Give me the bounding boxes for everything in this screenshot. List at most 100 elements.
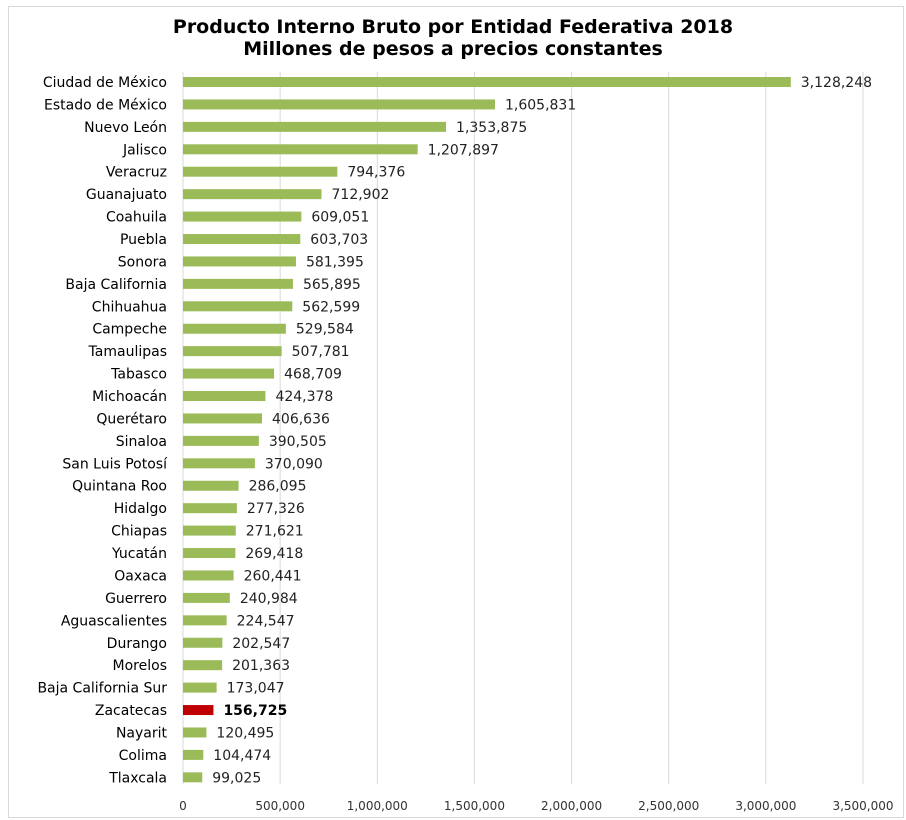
value-label: 406,636 <box>272 411 330 427</box>
bar <box>183 234 301 245</box>
category-label: Nuevo León <box>84 120 167 136</box>
x-tick-label: 0 <box>179 799 187 813</box>
value-label: 286,095 <box>249 479 307 495</box>
value-label: 529,584 <box>296 322 354 338</box>
category-label: Morelos <box>113 658 167 674</box>
category-label: Campeche <box>92 322 167 338</box>
x-tick-label: 500,000 <box>255 799 305 813</box>
category-label: Yucatán <box>111 546 167 562</box>
value-label: 712,902 <box>332 187 390 203</box>
bar <box>183 189 322 200</box>
category-label: Estado de México <box>44 97 167 113</box>
category-label: San Luis Potosí <box>62 456 168 472</box>
value-label: 370,090 <box>265 456 323 472</box>
category-label: Durango <box>107 636 167 652</box>
category-label: Michoacán <box>92 389 167 405</box>
bar <box>183 682 217 693</box>
chart-frame <box>8 6 904 818</box>
category-label: Chihuahua <box>92 299 167 315</box>
category-labels: Ciudad de México Estado de México Nuevo Le… <box>37 75 168 786</box>
chart-title-line1: Producto Interno Bruto por Entidad Feder… <box>172 16 734 38</box>
category-label: Chiapas <box>111 524 167 540</box>
category-label: Jalisco <box>122 142 167 158</box>
category-label: Colima <box>119 748 167 764</box>
bar <box>183 166 338 177</box>
bar <box>183 727 207 738</box>
value-labels: 3,128,248 1,605,831 1,353,875 1,207,897 794,… <box>212 75 872 786</box>
value-label: 271,621 <box>246 524 304 540</box>
bar <box>183 391 266 402</box>
category-label: Oaxaca <box>114 568 167 584</box>
x-tick-label: 3,000,000 <box>735 799 796 813</box>
bar <box>183 480 239 491</box>
x-tick-label: 1,500,000 <box>444 799 505 813</box>
category-label: Veracruz <box>106 165 167 181</box>
category-label: Hidalgo <box>114 501 167 517</box>
bar <box>183 278 293 289</box>
bar <box>183 525 236 536</box>
bar <box>183 211 302 222</box>
bar <box>183 772 203 783</box>
category-label: Sonora <box>118 254 167 270</box>
x-tick-label: 2,500,000 <box>638 799 699 813</box>
x-tick-label: 3,500,000 <box>832 799 893 813</box>
chart-title-line2: Millones de pesos a precios constantes <box>243 38 663 60</box>
value-label: 1,605,831 <box>505 97 576 113</box>
category-label: Tamaulipas <box>88 344 167 360</box>
bar <box>183 548 236 559</box>
bar <box>183 121 447 132</box>
value-label: 1,207,897 <box>428 142 499 158</box>
value-label: 173,047 <box>227 681 285 697</box>
category-label: Ciudad de México <box>43 75 167 91</box>
value-label: 99,025 <box>212 770 261 786</box>
bar <box>183 570 234 581</box>
x-tick-label: 2,000,000 <box>541 799 602 813</box>
value-label: 562,599 <box>302 299 360 315</box>
bar <box>183 301 293 312</box>
bar <box>183 144 418 155</box>
bar <box>183 660 223 671</box>
category-label: Querétaro <box>96 411 167 427</box>
value-label: 104,474 <box>213 748 271 764</box>
category-label: Guanajuato <box>86 187 167 203</box>
value-label: 581,395 <box>306 254 364 270</box>
bar <box>183 503 237 514</box>
value-label: 794,376 <box>347 165 405 181</box>
category-label: Zacatecas <box>95 703 167 719</box>
value-label: 3,128,248 <box>801 75 872 91</box>
bar <box>183 99 495 110</box>
bar <box>183 413 263 424</box>
value-label: 156,725 <box>223 703 287 719</box>
bar <box>183 705 214 716</box>
category-label: Baja California Sur <box>37 681 167 697</box>
category-label: Coahuila <box>106 210 167 226</box>
value-label: 277,326 <box>247 501 305 517</box>
category-label: Tlaxcala <box>108 770 167 786</box>
value-label: 609,051 <box>311 210 369 226</box>
value-label: 260,441 <box>244 568 302 584</box>
bars <box>183 77 791 783</box>
bar <box>183 458 255 469</box>
category-label: Nayarit <box>116 725 168 741</box>
bar <box>183 323 286 334</box>
value-label: 603,703 <box>310 232 368 248</box>
bar <box>183 256 296 267</box>
bar <box>183 435 259 446</box>
bar <box>183 592 230 603</box>
value-label: 468,709 <box>284 367 342 383</box>
x-tick-label: 1,000,000 <box>347 799 408 813</box>
x-axis-ticks: 0 500,000 1,000,000 1,500,000 2,000,000 2,500… <box>179 799 893 813</box>
chart-title: Producto Interno Bruto por Entidad Feder… <box>0 16 906 60</box>
bar <box>183 749 204 760</box>
value-label: 240,984 <box>240 591 298 607</box>
bar <box>183 637 223 648</box>
value-label: 201,363 <box>232 658 290 674</box>
value-label: 269,418 <box>245 546 303 562</box>
gridlines <box>182 72 864 784</box>
category-label: Puebla <box>120 232 167 248</box>
value-label: 1,353,875 <box>456 120 527 136</box>
bar <box>183 368 275 379</box>
value-label: 224,547 <box>237 613 295 629</box>
category-label: Guerrero <box>105 591 167 607</box>
category-label: Aguascalientes <box>61 613 167 629</box>
